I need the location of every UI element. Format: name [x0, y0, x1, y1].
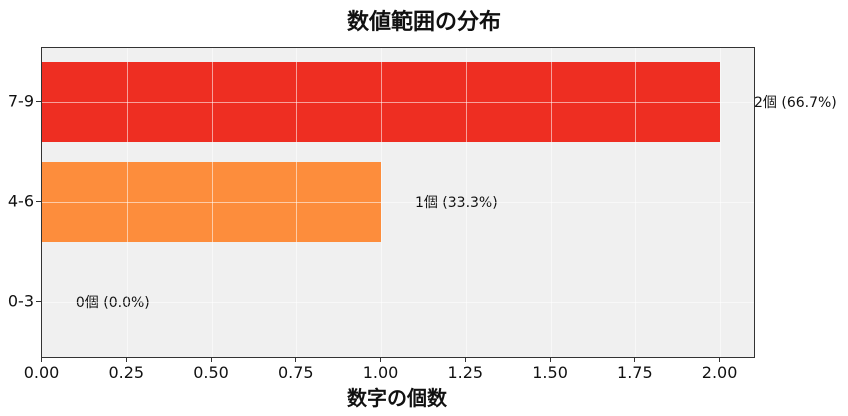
- grid-line-vertical: [211, 48, 213, 357]
- x-tick-label: 0.00: [23, 363, 60, 382]
- y-tick: [36, 301, 41, 302]
- x-tick: [634, 357, 636, 362]
- grid-line-vertical: [465, 48, 467, 357]
- y-tick-label: 4-6: [7, 191, 34, 211]
- x-axis-title: 数字の個数: [347, 386, 447, 410]
- x-tick: [210, 357, 212, 362]
- x-tick: [549, 357, 551, 362]
- bar-value-label: 0個 (0.0%): [75, 295, 150, 311]
- x-tick-label: 0.50: [193, 363, 229, 382]
- x-tick: [295, 357, 297, 362]
- plot-area: 2個 (66.7%) 1個 (33.3%) 0個 (0.0%): [41, 47, 837, 358]
- grid-line-vertical: [126, 48, 128, 357]
- grid-line-vertical: [550, 48, 552, 357]
- x-tick: [380, 357, 382, 362]
- x-tick-label: 1.00: [362, 363, 399, 382]
- bar-value-label: 1個 (33.3%): [414, 195, 498, 211]
- x-tick: [41, 357, 42, 362]
- x-tick-label: 2.00: [701, 363, 738, 382]
- x-tick: [125, 357, 127, 362]
- y-tick: [36, 101, 41, 102]
- grid-line-horizontal: [42, 302, 754, 303]
- x-tick: [719, 357, 721, 362]
- x-tick: [464, 357, 466, 362]
- grid-line-vertical: [635, 48, 637, 357]
- x-tick-label: 1.75: [617, 363, 653, 382]
- grid-line-vertical: [720, 48, 722, 357]
- x-tick-label: 1.50: [532, 363, 568, 382]
- x-tick-label: 0.75: [277, 363, 314, 382]
- x-tick-label: 1.25: [447, 363, 484, 382]
- y-tick-label: 7-9: [7, 91, 34, 111]
- chart-title: 数値範囲の分布: [346, 10, 501, 35]
- y-tick: [36, 201, 41, 202]
- bar-value-label: 2個 (66.7%): [754, 95, 837, 111]
- grid-line-horizontal: [42, 102, 754, 103]
- y-tick-label: 0-3: [7, 291, 34, 311]
- grid-line-horizontal: [42, 202, 754, 203]
- grid-line-vertical: [381, 48, 383, 357]
- grid-line-vertical: [296, 48, 298, 357]
- x-tick-label: 0.25: [108, 363, 145, 382]
